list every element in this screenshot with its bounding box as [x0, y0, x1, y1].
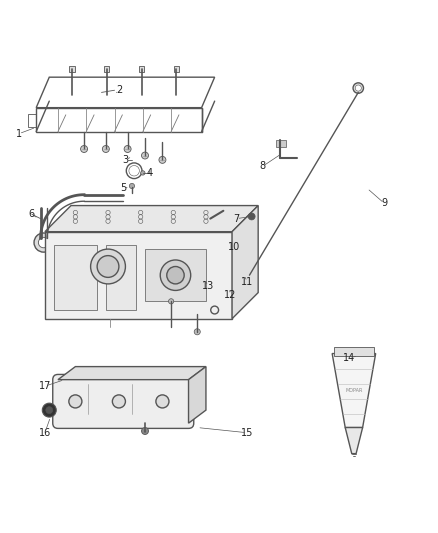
FancyBboxPatch shape	[174, 66, 179, 71]
Circle shape	[34, 233, 53, 252]
Polygon shape	[45, 206, 258, 232]
FancyBboxPatch shape	[334, 347, 374, 356]
Polygon shape	[345, 427, 363, 454]
Circle shape	[169, 298, 174, 304]
Text: 7: 7	[233, 214, 240, 224]
Text: MOPAR: MOPAR	[345, 388, 363, 393]
Text: 17: 17	[39, 381, 51, 391]
Circle shape	[39, 237, 49, 248]
Circle shape	[42, 403, 56, 417]
Text: 3: 3	[122, 155, 128, 165]
Circle shape	[129, 183, 134, 189]
Text: 11: 11	[241, 277, 254, 287]
Circle shape	[97, 256, 119, 277]
Circle shape	[46, 407, 53, 414]
FancyBboxPatch shape	[276, 140, 286, 147]
Circle shape	[102, 146, 110, 152]
Circle shape	[159, 156, 166, 163]
Polygon shape	[58, 367, 206, 379]
Text: 2: 2	[116, 85, 122, 95]
Circle shape	[194, 329, 200, 335]
Text: 6: 6	[29, 209, 35, 219]
Text: 9: 9	[381, 198, 388, 208]
FancyBboxPatch shape	[106, 245, 136, 310]
FancyBboxPatch shape	[53, 245, 97, 310]
Text: 5: 5	[120, 183, 127, 193]
FancyBboxPatch shape	[69, 66, 74, 71]
Text: 12: 12	[224, 290, 236, 300]
Circle shape	[167, 266, 184, 284]
Polygon shape	[232, 206, 258, 319]
Polygon shape	[188, 367, 206, 423]
Circle shape	[355, 85, 361, 91]
FancyBboxPatch shape	[145, 249, 206, 301]
Circle shape	[156, 395, 169, 408]
Circle shape	[81, 146, 88, 152]
FancyBboxPatch shape	[53, 375, 194, 429]
Circle shape	[69, 395, 82, 408]
Text: 1: 1	[16, 129, 22, 139]
Circle shape	[353, 83, 364, 93]
Circle shape	[141, 152, 148, 159]
FancyBboxPatch shape	[139, 66, 144, 71]
Circle shape	[124, 146, 131, 152]
Text: 10: 10	[228, 242, 240, 252]
Text: 14: 14	[343, 353, 356, 363]
Circle shape	[248, 213, 255, 220]
Text: 16: 16	[39, 428, 51, 438]
Text: 15: 15	[241, 428, 254, 438]
Circle shape	[160, 260, 191, 290]
Text: 4: 4	[146, 168, 152, 178]
Polygon shape	[45, 232, 232, 319]
Text: 8: 8	[259, 161, 265, 172]
FancyBboxPatch shape	[104, 66, 110, 71]
Text: 13: 13	[202, 281, 214, 291]
Circle shape	[141, 427, 148, 434]
Circle shape	[91, 249, 125, 284]
Polygon shape	[332, 353, 376, 427]
Circle shape	[141, 171, 145, 175]
Circle shape	[113, 395, 125, 408]
